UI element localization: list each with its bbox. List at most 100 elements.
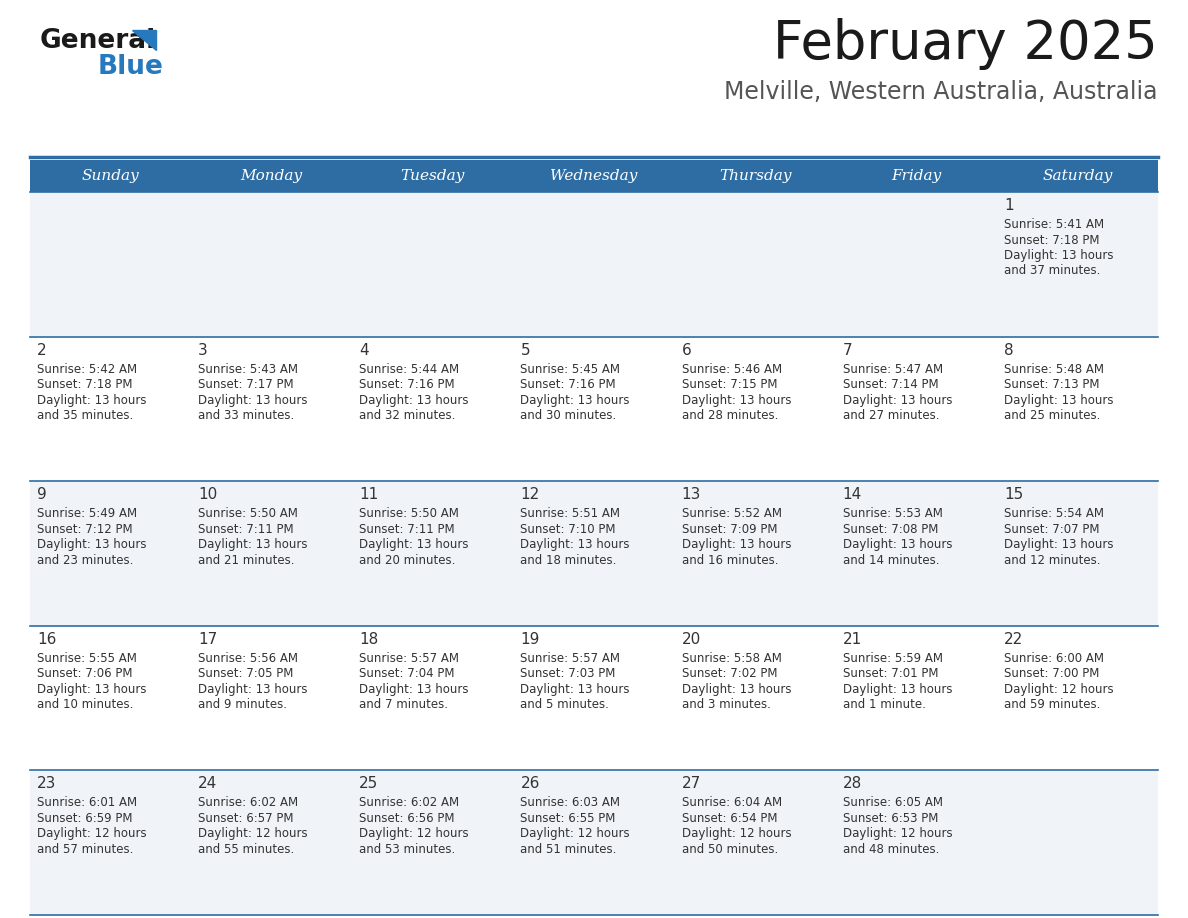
Text: Daylight: 13 hours: Daylight: 13 hours bbox=[1004, 249, 1113, 262]
Text: 18: 18 bbox=[359, 632, 379, 647]
Text: Sunrise: 5:48 AM: Sunrise: 5:48 AM bbox=[1004, 363, 1104, 375]
Text: Sunset: 7:11 PM: Sunset: 7:11 PM bbox=[198, 522, 293, 536]
Text: Sunrise: 5:58 AM: Sunrise: 5:58 AM bbox=[682, 652, 782, 665]
Text: 13: 13 bbox=[682, 487, 701, 502]
Text: Daylight: 13 hours: Daylight: 13 hours bbox=[37, 538, 146, 551]
Text: Sunrise: 5:56 AM: Sunrise: 5:56 AM bbox=[198, 652, 298, 665]
Bar bbox=[30, 192, 1158, 337]
Text: Daylight: 12 hours: Daylight: 12 hours bbox=[37, 827, 146, 840]
Text: and 35 minutes.: and 35 minutes. bbox=[37, 409, 133, 422]
Text: 22: 22 bbox=[1004, 632, 1023, 647]
Text: Monday: Monday bbox=[241, 169, 303, 183]
Text: Sunrise: 6:02 AM: Sunrise: 6:02 AM bbox=[359, 797, 460, 810]
Text: Sunset: 7:01 PM: Sunset: 7:01 PM bbox=[842, 667, 939, 680]
Text: Saturday: Saturday bbox=[1042, 169, 1113, 183]
Text: Daylight: 13 hours: Daylight: 13 hours bbox=[37, 683, 146, 696]
Text: Daylight: 13 hours: Daylight: 13 hours bbox=[842, 538, 953, 551]
Text: and 37 minutes.: and 37 minutes. bbox=[1004, 264, 1100, 277]
Text: Sunrise: 6:04 AM: Sunrise: 6:04 AM bbox=[682, 797, 782, 810]
Text: and 21 minutes.: and 21 minutes. bbox=[198, 554, 295, 566]
Text: Tuesday: Tuesday bbox=[400, 169, 465, 183]
Text: Sunset: 7:14 PM: Sunset: 7:14 PM bbox=[842, 378, 939, 391]
Text: 23: 23 bbox=[37, 777, 56, 791]
Text: Sunset: 6:53 PM: Sunset: 6:53 PM bbox=[842, 812, 939, 825]
Text: Daylight: 12 hours: Daylight: 12 hours bbox=[359, 827, 469, 840]
Text: Sunrise: 5:50 AM: Sunrise: 5:50 AM bbox=[198, 508, 298, 521]
Bar bbox=[30, 626, 1158, 770]
Text: Sunset: 7:18 PM: Sunset: 7:18 PM bbox=[37, 378, 133, 391]
Bar bbox=[30, 160, 1158, 192]
Text: 1: 1 bbox=[1004, 198, 1013, 213]
Text: Sunset: 7:11 PM: Sunset: 7:11 PM bbox=[359, 522, 455, 536]
Text: Sunset: 7:12 PM: Sunset: 7:12 PM bbox=[37, 522, 133, 536]
Bar bbox=[30, 481, 1158, 626]
Text: Daylight: 13 hours: Daylight: 13 hours bbox=[682, 394, 791, 407]
Text: and 50 minutes.: and 50 minutes. bbox=[682, 843, 778, 856]
Text: and 20 minutes.: and 20 minutes. bbox=[359, 554, 456, 566]
Text: and 55 minutes.: and 55 minutes. bbox=[198, 843, 295, 856]
Text: Wednesday: Wednesday bbox=[550, 169, 638, 183]
Text: Sunset: 7:02 PM: Sunset: 7:02 PM bbox=[682, 667, 777, 680]
Text: Sunset: 7:03 PM: Sunset: 7:03 PM bbox=[520, 667, 615, 680]
Text: and 3 minutes.: and 3 minutes. bbox=[682, 699, 771, 711]
Text: Sunset: 6:59 PM: Sunset: 6:59 PM bbox=[37, 812, 133, 825]
Text: 25: 25 bbox=[359, 777, 379, 791]
Text: Sunrise: 6:01 AM: Sunrise: 6:01 AM bbox=[37, 797, 137, 810]
Text: 10: 10 bbox=[198, 487, 217, 502]
Text: Friday: Friday bbox=[891, 169, 941, 183]
Text: Sunrise: 6:00 AM: Sunrise: 6:00 AM bbox=[1004, 652, 1104, 665]
Text: Daylight: 12 hours: Daylight: 12 hours bbox=[198, 827, 308, 840]
Text: Daylight: 13 hours: Daylight: 13 hours bbox=[198, 394, 308, 407]
Text: and 28 minutes.: and 28 minutes. bbox=[682, 409, 778, 422]
Text: Sunset: 7:17 PM: Sunset: 7:17 PM bbox=[198, 378, 293, 391]
Text: and 1 minute.: and 1 minute. bbox=[842, 699, 925, 711]
Text: 9: 9 bbox=[37, 487, 46, 502]
Text: Sunset: 6:56 PM: Sunset: 6:56 PM bbox=[359, 812, 455, 825]
Text: 4: 4 bbox=[359, 342, 369, 358]
Text: Daylight: 13 hours: Daylight: 13 hours bbox=[359, 683, 469, 696]
Text: Sunrise: 6:05 AM: Sunrise: 6:05 AM bbox=[842, 797, 943, 810]
Text: Sunset: 7:00 PM: Sunset: 7:00 PM bbox=[1004, 667, 1099, 680]
Text: Daylight: 13 hours: Daylight: 13 hours bbox=[198, 683, 308, 696]
Text: Daylight: 13 hours: Daylight: 13 hours bbox=[198, 538, 308, 551]
Text: Sunrise: 5:57 AM: Sunrise: 5:57 AM bbox=[359, 652, 460, 665]
Text: Sunset: 7:09 PM: Sunset: 7:09 PM bbox=[682, 522, 777, 536]
Text: Melville, Western Australia, Australia: Melville, Western Australia, Australia bbox=[725, 80, 1158, 104]
Text: and 14 minutes.: and 14 minutes. bbox=[842, 554, 940, 566]
Text: Daylight: 13 hours: Daylight: 13 hours bbox=[1004, 538, 1113, 551]
Text: Sunrise: 5:42 AM: Sunrise: 5:42 AM bbox=[37, 363, 137, 375]
Text: Sunset: 7:05 PM: Sunset: 7:05 PM bbox=[198, 667, 293, 680]
Text: 8: 8 bbox=[1004, 342, 1013, 358]
Text: Sunrise: 6:03 AM: Sunrise: 6:03 AM bbox=[520, 797, 620, 810]
Text: General: General bbox=[40, 28, 157, 54]
Text: and 32 minutes.: and 32 minutes. bbox=[359, 409, 456, 422]
Polygon shape bbox=[132, 30, 156, 50]
Text: and 33 minutes.: and 33 minutes. bbox=[198, 409, 295, 422]
Text: Sunset: 7:15 PM: Sunset: 7:15 PM bbox=[682, 378, 777, 391]
Text: Daylight: 12 hours: Daylight: 12 hours bbox=[842, 827, 953, 840]
Text: Sunrise: 6:02 AM: Sunrise: 6:02 AM bbox=[198, 797, 298, 810]
Text: Sunrise: 5:41 AM: Sunrise: 5:41 AM bbox=[1004, 218, 1104, 231]
Text: Daylight: 13 hours: Daylight: 13 hours bbox=[359, 538, 469, 551]
Text: and 9 minutes.: and 9 minutes. bbox=[198, 699, 287, 711]
Text: Sunrise: 5:49 AM: Sunrise: 5:49 AM bbox=[37, 508, 137, 521]
Text: 14: 14 bbox=[842, 487, 862, 502]
Text: 16: 16 bbox=[37, 632, 56, 647]
Text: and 16 minutes.: and 16 minutes. bbox=[682, 554, 778, 566]
Text: Sunrise: 5:50 AM: Sunrise: 5:50 AM bbox=[359, 508, 459, 521]
Text: February 2025: February 2025 bbox=[773, 18, 1158, 70]
Text: Sunset: 7:16 PM: Sunset: 7:16 PM bbox=[359, 378, 455, 391]
Text: 7: 7 bbox=[842, 342, 852, 358]
Text: 19: 19 bbox=[520, 632, 539, 647]
Text: 15: 15 bbox=[1004, 487, 1023, 502]
Text: Sunset: 7:08 PM: Sunset: 7:08 PM bbox=[842, 522, 939, 536]
Text: Sunrise: 5:55 AM: Sunrise: 5:55 AM bbox=[37, 652, 137, 665]
Text: Sunset: 7:10 PM: Sunset: 7:10 PM bbox=[520, 522, 615, 536]
Text: Daylight: 13 hours: Daylight: 13 hours bbox=[520, 538, 630, 551]
Text: and 48 minutes.: and 48 minutes. bbox=[842, 843, 939, 856]
Text: Daylight: 13 hours: Daylight: 13 hours bbox=[842, 394, 953, 407]
Text: 17: 17 bbox=[198, 632, 217, 647]
Text: and 51 minutes.: and 51 minutes. bbox=[520, 843, 617, 856]
Text: Daylight: 13 hours: Daylight: 13 hours bbox=[682, 683, 791, 696]
Text: Sunset: 6:55 PM: Sunset: 6:55 PM bbox=[520, 812, 615, 825]
